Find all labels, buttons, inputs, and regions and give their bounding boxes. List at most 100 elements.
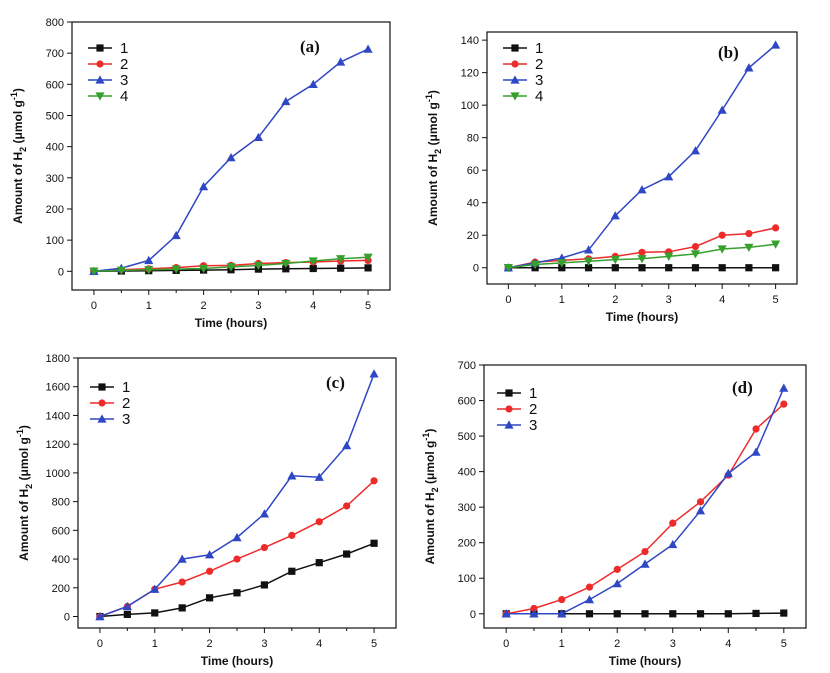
panel-tag: (b) bbox=[718, 43, 739, 62]
y-tick-label: 300 bbox=[458, 502, 476, 514]
data-point bbox=[771, 40, 781, 49]
y-tick-label: 200 bbox=[458, 538, 476, 550]
data-point bbox=[530, 260, 540, 270]
y-tick-label: 100 bbox=[46, 235, 64, 247]
data-point bbox=[343, 502, 351, 510]
x-tick-label: 2 bbox=[201, 300, 207, 312]
data-point bbox=[205, 594, 214, 602]
legend-marker bbox=[510, 75, 520, 84]
series-4 bbox=[89, 253, 373, 276]
y-tick-label: 120 bbox=[461, 68, 479, 80]
legend-item-2: 2 bbox=[503, 56, 543, 73]
legend-item-1: 1 bbox=[88, 40, 128, 57]
data-point bbox=[198, 264, 209, 274]
data-point bbox=[89, 267, 99, 276]
data-point bbox=[669, 519, 677, 527]
data-point bbox=[501, 609, 511, 618]
x-tick-label: 3 bbox=[255, 300, 261, 312]
y-tick-label: 60 bbox=[467, 165, 479, 177]
data-point bbox=[640, 559, 650, 568]
legend-item-3: 3 bbox=[497, 417, 537, 434]
data-point bbox=[664, 252, 674, 261]
data-point bbox=[612, 578, 622, 588]
series-3 bbox=[501, 383, 789, 618]
data-point bbox=[288, 567, 296, 575]
x-tick-label: 5 bbox=[371, 638, 377, 650]
legend-marker bbox=[98, 399, 106, 407]
data-point bbox=[613, 565, 621, 573]
data-point bbox=[370, 477, 378, 485]
data-point bbox=[336, 57, 346, 66]
x-tick-label: 0 bbox=[503, 638, 509, 650]
legend-label: 2 bbox=[120, 56, 128, 73]
data-point bbox=[752, 609, 760, 618]
legend-label: 3 bbox=[529, 417, 537, 434]
data-point bbox=[718, 231, 726, 239]
data-point bbox=[690, 146, 701, 155]
panel-tag: (c) bbox=[326, 373, 345, 392]
data-point bbox=[287, 471, 297, 480]
data-point bbox=[308, 257, 318, 266]
data-point bbox=[558, 595, 566, 604]
x-tick-label: 4 bbox=[719, 294, 725, 306]
data-point bbox=[584, 264, 593, 272]
y-tick-label: 1200 bbox=[46, 439, 70, 451]
legend-marker bbox=[505, 389, 513, 397]
x-axis-label: Time (hours) bbox=[201, 654, 273, 668]
series-3-line bbox=[99, 373, 375, 618]
legend-item-3: 3 bbox=[90, 411, 130, 428]
y-tick-label: 600 bbox=[46, 79, 64, 91]
data-point bbox=[337, 264, 345, 272]
data-point bbox=[369, 369, 379, 378]
data-point bbox=[691, 243, 700, 251]
y-tick-label: 800 bbox=[46, 17, 64, 29]
data-point bbox=[641, 610, 649, 618]
series-3 bbox=[89, 44, 373, 275]
data-point bbox=[233, 555, 241, 563]
data-point bbox=[779, 383, 789, 392]
y-tick-label: 1000 bbox=[46, 468, 70, 480]
y-axis-label: Amount of H2 (μmol g-1) bbox=[424, 90, 443, 226]
x-axis-label: Time (hours) bbox=[609, 654, 681, 668]
data-point bbox=[696, 498, 705, 506]
panel-tag: (d) bbox=[732, 378, 753, 397]
x-tick-label: 3 bbox=[261, 638, 267, 650]
data-point bbox=[690, 250, 701, 259]
data-point bbox=[752, 425, 760, 433]
series-3-line bbox=[506, 387, 785, 615]
data-point bbox=[745, 264, 753, 272]
data-point bbox=[717, 245, 727, 254]
data-point bbox=[260, 543, 269, 552]
y-tick-label: 1600 bbox=[46, 382, 70, 394]
data-point bbox=[363, 44, 373, 53]
series-1 bbox=[504, 264, 780, 272]
y-tick-label: 200 bbox=[52, 583, 70, 595]
y-tick-label: 800 bbox=[52, 497, 70, 509]
y-tick-label: 40 bbox=[467, 198, 479, 210]
legend-label: 1 bbox=[122, 379, 130, 396]
data-point bbox=[772, 264, 780, 272]
data-point bbox=[718, 264, 726, 272]
x-tick-label: 3 bbox=[670, 638, 676, 650]
data-point bbox=[717, 105, 727, 114]
data-point bbox=[557, 609, 567, 618]
legend-label: 4 bbox=[535, 88, 543, 105]
data-point bbox=[664, 172, 674, 181]
series-2-line bbox=[506, 403, 785, 615]
legend-label: 4 bbox=[120, 88, 128, 105]
data-point bbox=[771, 240, 781, 249]
data-point bbox=[558, 264, 566, 272]
data-point bbox=[610, 211, 620, 220]
legend-label: 3 bbox=[535, 72, 543, 89]
legend-marker bbox=[504, 420, 514, 429]
data-point bbox=[780, 400, 788, 408]
y-tick-label: 600 bbox=[458, 396, 476, 408]
data-point bbox=[260, 581, 269, 589]
x-tick-label: 0 bbox=[97, 638, 103, 650]
data-point bbox=[171, 265, 181, 274]
data-point bbox=[233, 589, 241, 597]
legend-item-1: 1 bbox=[90, 379, 130, 396]
